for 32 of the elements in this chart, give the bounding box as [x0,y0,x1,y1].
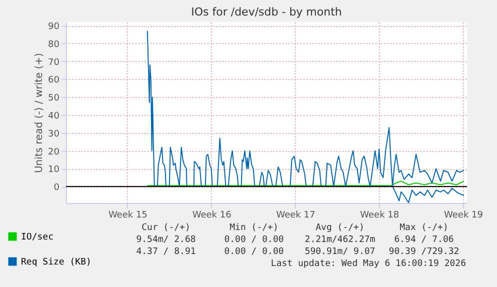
text: Cur (-/+) [142,223,190,233]
y-tick-label: 20 [48,147,60,158]
x-tick-label: Week 16 [192,210,232,220]
y-tick-label: 10 [48,165,60,176]
y-tick-label: 90 [48,22,60,32]
y-tick-label: 0 [54,183,60,194]
x-tick-label: Week 18 [360,210,400,220]
text: Min (-/+) [230,223,278,233]
y-axis-title: Units read (-) / write (+) [34,52,46,174]
text: 9.54m/ 2.68 [136,235,196,245]
text: Max (-/+) [400,223,448,233]
x-tick-label: Week 17 [276,210,316,220]
text: 0.00 / 0.00 [224,235,284,245]
y-tick-label: 30 [48,129,60,140]
y-tick-label: 60 [48,76,60,86]
x-tick-label: Week 19 [444,210,484,220]
y-tick-label: 40 [48,112,60,122]
text: Last update: Wed May 6 16:00:19 2026 [270,259,466,269]
y-tick-label: 80 [48,40,60,50]
legend-label: Req Size (KB) [21,258,92,268]
legend-label: IO/sec [21,232,54,242]
text: 4.37 / 8.91 [136,247,196,257]
text: 2.21m/462.27m [304,235,376,245]
text: 590.91m/ 9.07 [304,247,376,257]
x-tick-label: Week 15 [108,210,148,220]
text: 0.00 / 0.00 [224,247,284,257]
y-tick-label: 50 [48,94,60,104]
text: 6.94 / 7.06 [394,235,454,245]
chart-title: IOs for /dev/sdb - by month [191,6,342,19]
y-tick-label: 70 [48,58,60,68]
text: Avg (-/+) [316,223,364,233]
text: 90.39 /729.32 [388,247,460,257]
